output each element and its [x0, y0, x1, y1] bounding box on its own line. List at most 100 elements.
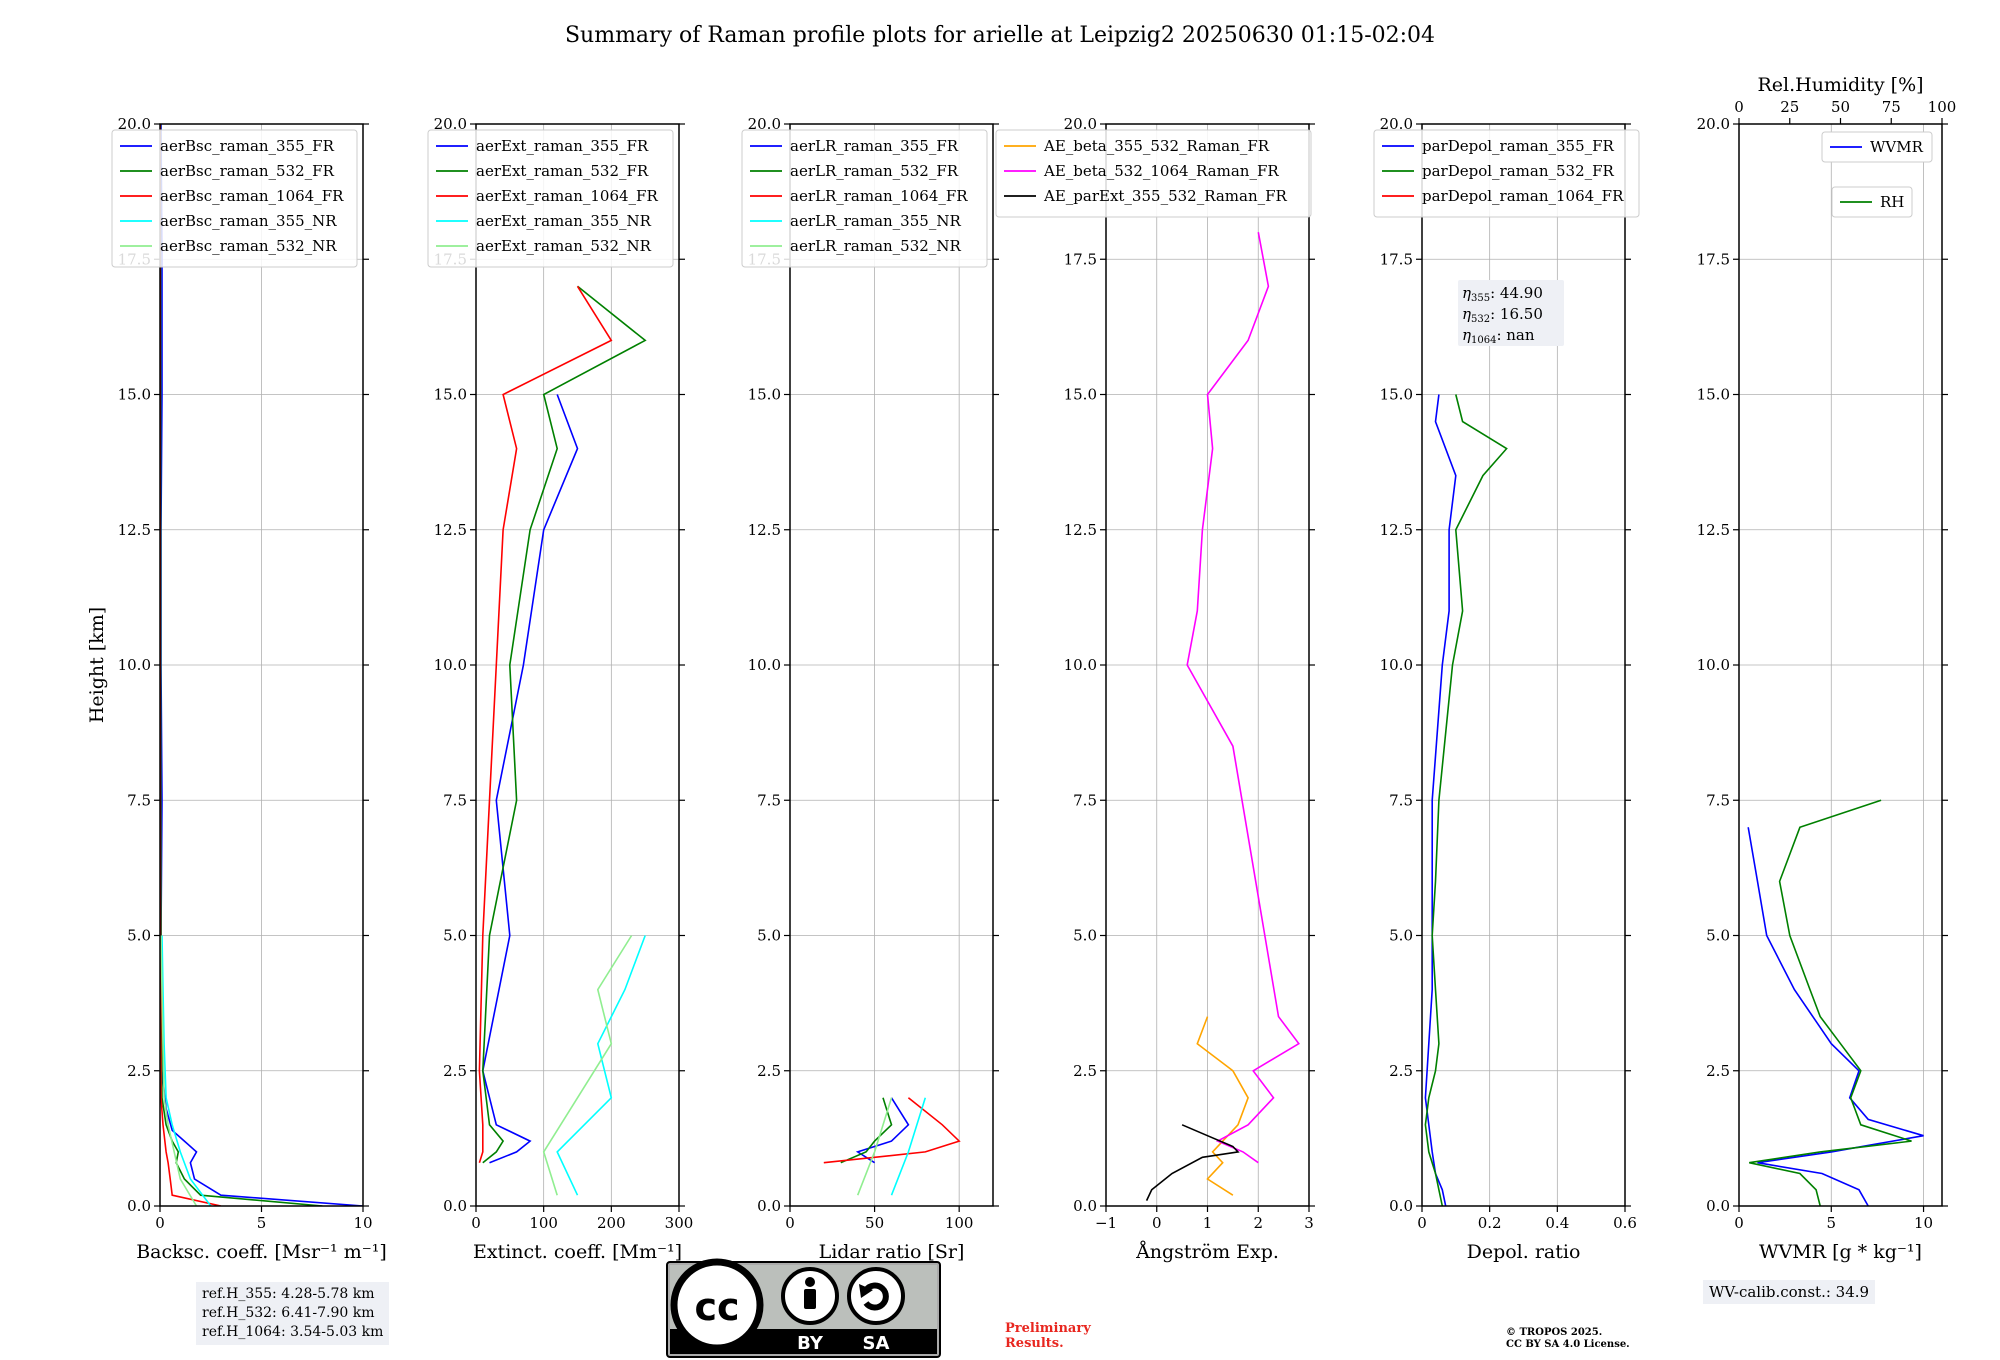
cc-by-sa-badge: cc BY SA [666, 1258, 941, 1358]
legend-label: aerLR_raman_355_NR [790, 212, 961, 230]
series-aerExt_raman_355_NR [556, 935, 646, 1196]
y-tick-label: 5.0 [757, 927, 781, 945]
x-tick-label: 100 [529, 1214, 558, 1232]
legend-box [1821, 131, 1933, 163]
panel-4: 0.0 2.5 5.0 7.5 10.0 12.5 15.0 17.5 20.0 −1 0 1 2 3 Ån… [995, 115, 1315, 1263]
y-tick-label: 2.5 [1073, 1062, 1097, 1080]
panel-3: 0.02.55.07.510.012.515.017.520.0050100Li… [741, 115, 999, 1263]
y-tick-label: 2.5 [1706, 1062, 1730, 1080]
by-label: BY [797, 1333, 824, 1354]
y-tick-label: 7.5 [1073, 791, 1097, 809]
sa-label: SA [863, 1333, 890, 1354]
figure-title: Summary of Raman profile plots for ariel… [565, 23, 1435, 48]
y-tick-label: 12.5 [118, 521, 151, 539]
eta-label: η355: 44.90 [1462, 284, 1543, 304]
series-aerBsc_raman_532_NR [160, 935, 198, 1206]
y-tick-label: 0.0 [443, 1197, 467, 1215]
y-tick-label: 7.5 [757, 791, 781, 809]
y-tick-label: 5.0 [1073, 927, 1097, 945]
y-tick-label: 15.0 [1064, 386, 1097, 404]
series-parDepol_raman_532_FR [1424, 394, 1508, 1206]
legend-label: parDepol_raman_355_FR [1422, 137, 1615, 155]
x-tick-label: 5 [1826, 1214, 1836, 1232]
x-axis-label: Extinct. coeff. [Mm⁻¹] [473, 1241, 682, 1263]
legend-label: aerExt_raman_1064_FR [476, 187, 658, 205]
x-tick-label: 50 [865, 1214, 884, 1232]
cc-circle-icon [670, 1258, 764, 1352]
copyright-line-2: CC BY SA 4.0 License. [1506, 1339, 1630, 1350]
y-tick-label: 12.5 [1064, 521, 1097, 539]
y-tick-label: 17.5 [1380, 250, 1413, 268]
series-aerLR_raman_532_FR [840, 1097, 893, 1164]
y-tick-label: 12.5 [434, 521, 467, 539]
x-tick-label: 0.4 [1545, 1214, 1569, 1232]
y-tick-label: 0.0 [1706, 1197, 1730, 1215]
legend-label: parDepol_raman_1064_FR [1422, 187, 1624, 205]
y-tick-label: 10.0 [118, 656, 151, 674]
x2-tick-label: 0 [1734, 98, 1744, 116]
y-tick-label: 10.0 [434, 656, 467, 674]
x2-axis-label: Rel.Humidity [%] [1757, 74, 1923, 96]
legend-label: aerLR_raman_355_FR [790, 137, 959, 155]
y-tick-label: 20.0 [434, 115, 467, 133]
share-alike-arrowhead [859, 1284, 873, 1298]
y-tick-label: 15.0 [434, 386, 467, 404]
y-tick-label: 20.0 [1064, 115, 1097, 133]
cc-glyph: cc [694, 1285, 739, 1329]
legend-box [741, 129, 988, 268]
y-tick-label: 17.5 [1697, 250, 1730, 268]
y-tick-label: 17.5 [1064, 250, 1097, 268]
legend-label: aerExt_raman_532_FR [476, 162, 649, 180]
x-tick-label: −1 [1095, 1214, 1117, 1232]
share-alike-icon [847, 1267, 905, 1325]
panel-1: 0.02.55.07.510.012.515.017.520.00510Back… [111, 115, 387, 1263]
x-tick-label: 100 [945, 1214, 974, 1232]
legend-box [427, 129, 674, 268]
panel-5: 0.0 2.5 5.0 7.5 10.0 12.5 15.0 17.5 20.0 0 0.2 0.4 0… [1373, 115, 1640, 1263]
y-tick-label: 12.5 [1380, 521, 1413, 539]
copyright-note: © TROPOS 2025. CC BY SA 4.0 License. [1506, 1327, 1630, 1351]
y-tick-label: 2.5 [443, 1062, 467, 1080]
y-tick-label: 0.0 [1073, 1197, 1097, 1215]
x-tick-label: 2 [1253, 1214, 1263, 1232]
y-tick-label: 12.5 [1697, 521, 1730, 539]
x-axis-label: Backsc. coeff. [Msr⁻¹ m⁻¹] [136, 1241, 387, 1263]
x-axis-label: WVMR [g * kg⁻¹] [1759, 1241, 1922, 1263]
y-tick-label: 7.5 [127, 791, 151, 809]
y-tick-label: 7.5 [1389, 791, 1413, 809]
series-WVMR [1747, 827, 1924, 1206]
series-aerLR_raman_532_NR [856, 1097, 893, 1196]
x-tick-label: 10 [1914, 1214, 1933, 1232]
legend-label: AE_beta_355_532_Raman_FR [1043, 137, 1270, 155]
eta-box [1458, 280, 1564, 346]
y-tick-label: 15.0 [1697, 386, 1730, 404]
y-tick-label: 7.5 [1706, 791, 1730, 809]
ref-height-1064: ref.H_1064: 3.54-5.03 km [202, 1324, 384, 1340]
y-tick-label: 5.0 [127, 927, 151, 945]
x-tick-label: 0 [1417, 1214, 1427, 1232]
legend-label: WVMR [1870, 138, 1924, 156]
x-tick-label: 0 [471, 1214, 481, 1232]
y-axis-label: Height [km] [86, 607, 108, 723]
x-axis-label: Depol. ratio [1467, 1241, 1581, 1263]
legend-label: aerExt_raman_355_FR [476, 137, 649, 155]
series-aerLR_raman_355_NR [890, 1097, 927, 1196]
x-tick-label: 0.2 [1478, 1214, 1502, 1232]
eta-label: η532: 16.50 [1462, 305, 1543, 325]
legend-label: aerBsc_raman_532_NR [160, 237, 337, 255]
x-tick-label: 0 [1734, 1214, 1744, 1232]
legend-label: RH [1880, 193, 1904, 211]
ref-height-355: ref.H_355: 4.28-5.78 km [202, 1286, 375, 1302]
y-tick-label: 0.0 [127, 1197, 151, 1215]
y-tick-label: 10.0 [1380, 656, 1413, 674]
x-axis-label: Lidar ratio [Sr] [819, 1241, 965, 1263]
x-tick-label: 200 [597, 1214, 626, 1232]
series-aerExt_raman_1064_FR [478, 285, 613, 1163]
series-aerLR_raman_355_FR [855, 1097, 910, 1164]
legend-box [111, 129, 358, 268]
x2-tick-label: 25 [1780, 98, 1799, 116]
attribution-body [804, 1289, 816, 1309]
x-tick-label: 5 [257, 1214, 267, 1232]
reference-heights-box: ref.H_355: 4.28-5.78 km ref.H_532: 6.41-… [196, 1282, 390, 1345]
